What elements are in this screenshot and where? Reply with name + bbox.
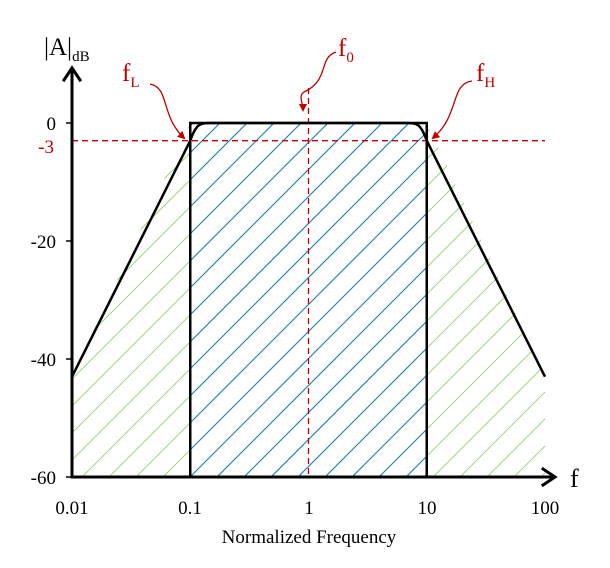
real-hatch-line xyxy=(72,123,398,477)
y-axis-label-sub: dB xyxy=(72,49,90,65)
ideal-hatch-line xyxy=(190,123,427,477)
marker-fH-main: f xyxy=(476,60,485,87)
real-hatch-line xyxy=(444,123,545,477)
x-tick-label-100: 100 xyxy=(531,498,560,519)
ideal-hatch-line xyxy=(499,0,610,568)
x-tick-label-10: 10 xyxy=(418,498,437,519)
real-hatch-line xyxy=(147,123,545,477)
ideal-hatch-line xyxy=(190,123,398,477)
real-hatch-line xyxy=(228,123,545,477)
ideal-hatch-line xyxy=(445,0,610,568)
marker-fL-label: fL xyxy=(122,60,140,91)
marker-f0-arrow xyxy=(298,51,337,112)
real-hatch-line xyxy=(201,123,545,477)
x-tick-label-0.1: 0.1 xyxy=(178,498,202,519)
marker-f0-sub: 0 xyxy=(346,50,354,66)
ideal-hatch-line xyxy=(580,0,610,568)
marker-fH-arrow xyxy=(431,80,473,140)
ideal-hatch-line xyxy=(190,123,427,477)
marker-fH-sub: H xyxy=(484,75,495,91)
real-hatch-line xyxy=(174,123,545,477)
y-tick-label-20: -20 xyxy=(31,232,56,253)
y-tick-label-60: -60 xyxy=(31,468,56,489)
y-axis-label-main: |A| xyxy=(44,34,72,61)
real-hatch-line xyxy=(72,123,425,477)
ideal-hatch-line xyxy=(190,123,427,477)
ideal-hatch-line xyxy=(190,123,427,477)
x-axis-label: Normalized Frequency xyxy=(222,527,397,548)
ideal-hatch-line xyxy=(190,123,427,477)
ideal-hatch-line xyxy=(228,123,427,477)
y-tick-label-40: -40 xyxy=(31,350,56,371)
real-hatch-line xyxy=(309,123,545,477)
ideal-hatch-line xyxy=(190,123,427,477)
real-hatch-line xyxy=(525,123,545,477)
axes xyxy=(61,65,558,488)
marker-fL-arrow xyxy=(149,83,186,140)
ideal-hatch-line xyxy=(282,123,427,477)
real-hatch-line xyxy=(498,123,545,477)
real-hatch-line xyxy=(553,0,610,568)
real-hatch-line xyxy=(93,123,545,477)
real-response-curve xyxy=(70,121,547,378)
y-axis-arrowhead xyxy=(61,65,83,83)
marker-fL-main: f xyxy=(122,60,131,87)
x-tick-label-1: 1 xyxy=(304,498,314,519)
marker-f0-main: f xyxy=(338,35,347,62)
ideal-hatch-line xyxy=(190,123,425,477)
ideal-hatch-line xyxy=(190,123,427,477)
real-hatch-line xyxy=(417,123,545,477)
y-axis-label: |A|dB xyxy=(44,34,90,65)
ideal-hatch-line xyxy=(190,123,427,477)
ideal-hatch-line xyxy=(526,0,610,568)
real-hatch-line xyxy=(72,123,545,477)
marker-fH-label: fH xyxy=(476,60,495,91)
real-hatch-line xyxy=(72,123,128,477)
real-hatch-line xyxy=(72,123,545,477)
x-tick-label-0.01: 0.01 xyxy=(55,498,88,519)
marker-f0-label: f0 xyxy=(338,35,354,66)
x-axis-symbol: f xyxy=(570,464,579,493)
ideal-hatch-line xyxy=(0,0,127,568)
real-hatch-line xyxy=(72,123,452,477)
ideal-hatch-line xyxy=(309,123,427,477)
reference-line-label: -3 xyxy=(38,137,54,158)
real-hatch-line xyxy=(72,123,479,477)
real-hatch-line xyxy=(282,123,545,477)
real-hatch-line xyxy=(580,0,610,568)
real-hatch-line xyxy=(72,123,506,477)
ideal-hatch-line xyxy=(553,0,610,568)
ideal-hatch-line xyxy=(417,123,427,477)
ideal-hatch-line xyxy=(190,123,427,477)
real-hatch-line xyxy=(72,123,533,477)
x-axis-arrowhead xyxy=(540,466,558,488)
y-tick-label-0: 0 xyxy=(47,114,57,135)
marker-fL-sub: L xyxy=(130,75,139,91)
ideal-hatch-line xyxy=(190,123,427,477)
